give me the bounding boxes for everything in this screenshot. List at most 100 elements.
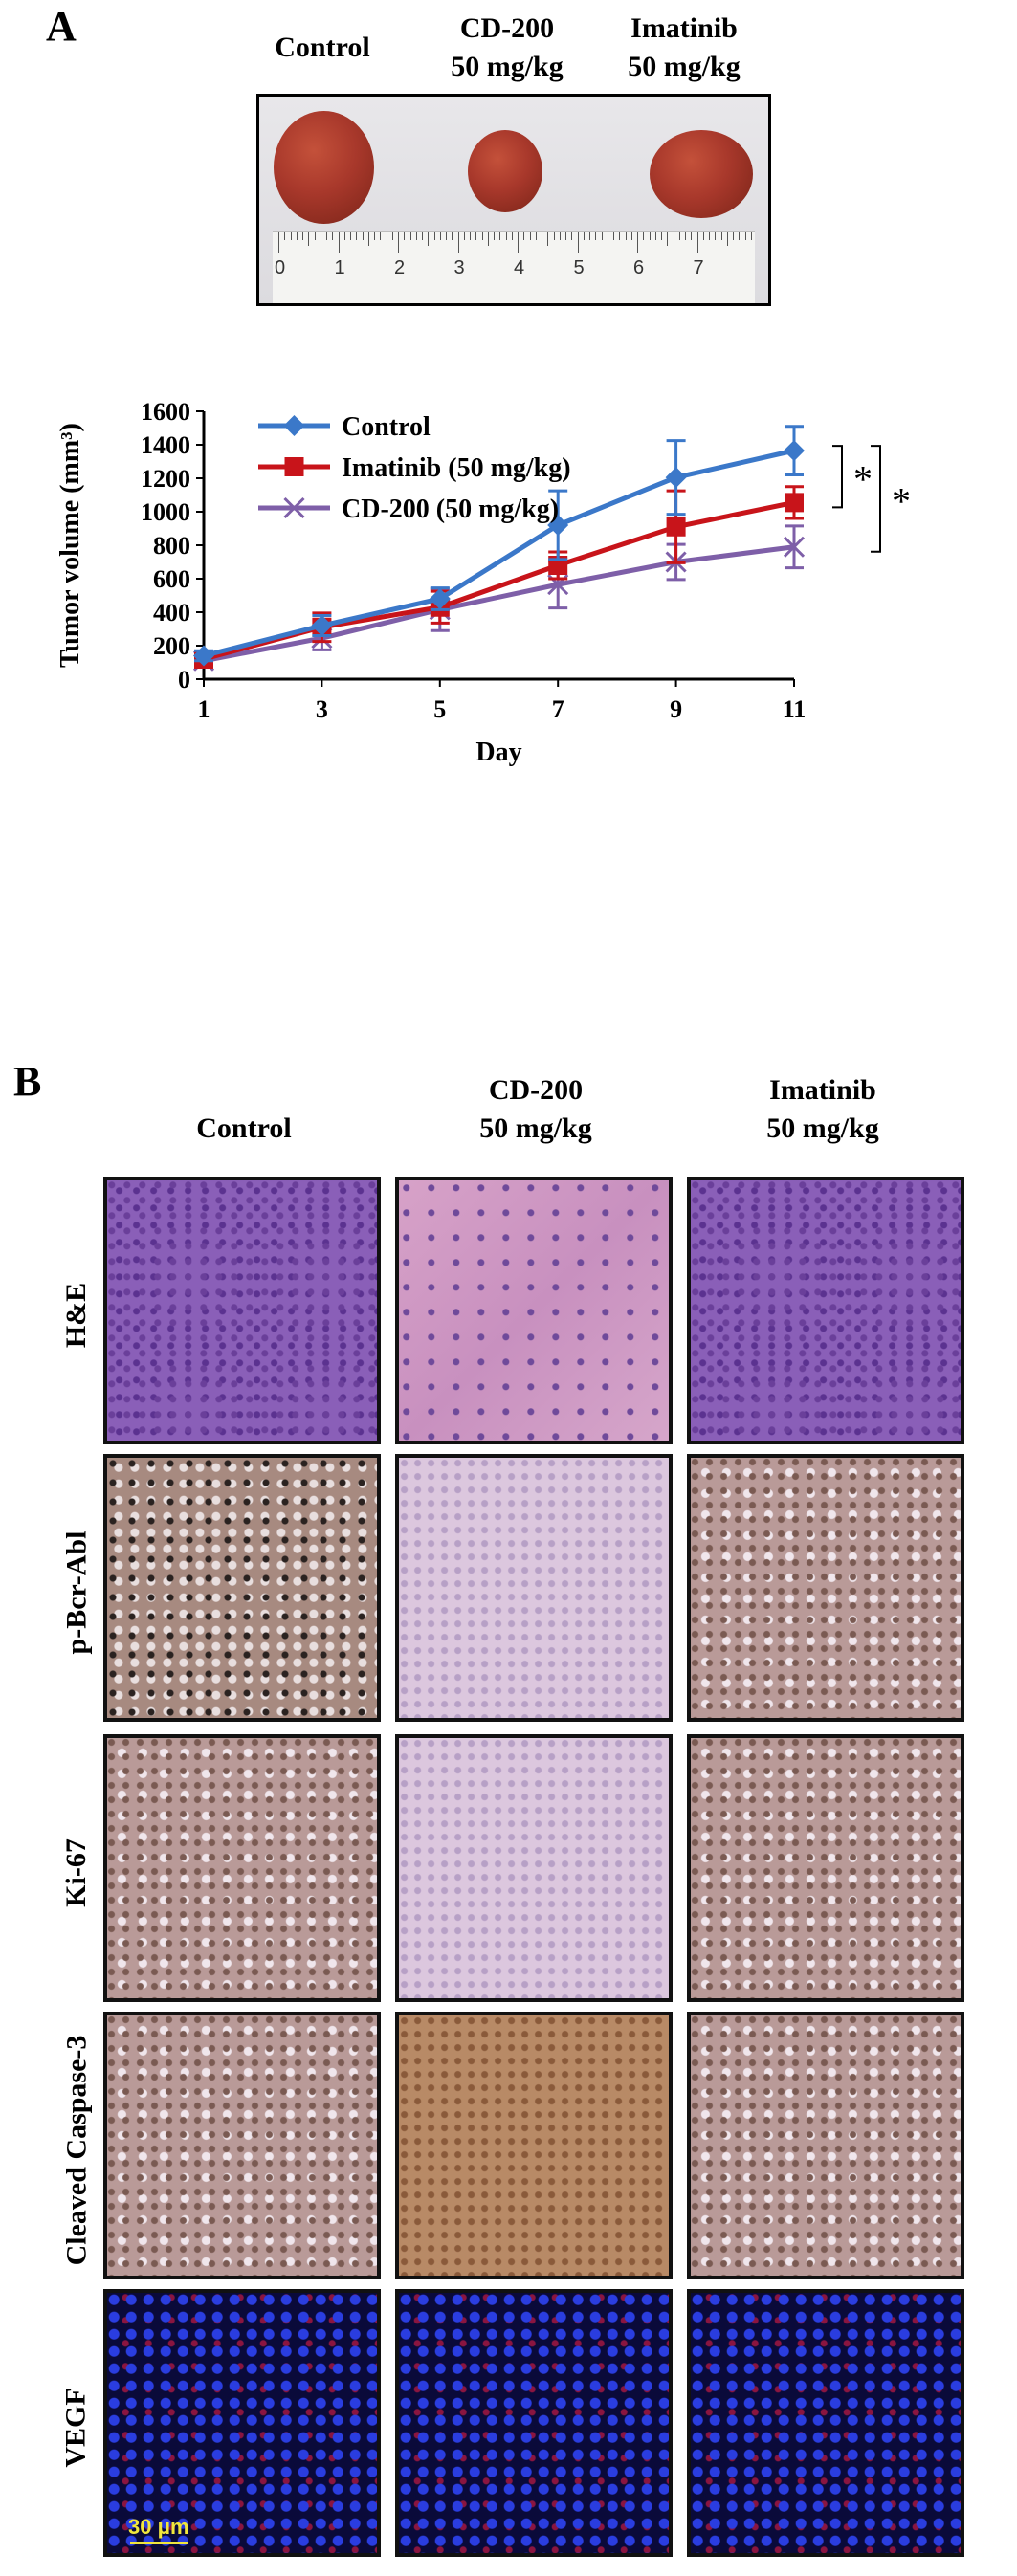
- ruler-tick: [422, 232, 423, 240]
- row-label-ki67-text: Ki-67: [60, 1838, 93, 1907]
- ruler-number: 7: [693, 257, 704, 278]
- significance-bracket: [871, 445, 881, 553]
- ruler-tick: [380, 232, 382, 240]
- ruler-tick: [654, 232, 656, 240]
- x-tick-label: 1: [198, 695, 210, 723]
- x-tick-label: 11: [783, 695, 807, 723]
- tumor-photograph: 0 1 2 3 4 5 6 7: [256, 94, 771, 306]
- ruler-tick: [715, 232, 717, 240]
- row-label-he-text: H&E: [60, 1282, 92, 1349]
- photo-label-cd200-line2: 50 mg/kg: [451, 51, 564, 82]
- ruler-tick: [637, 232, 638, 253]
- x-tick-label: 5: [433, 695, 446, 723]
- tile-he-control: [103, 1177, 381, 1444]
- ruler-tick: [481, 232, 483, 240]
- tile-vegf-control: 30 μm: [103, 2289, 381, 2557]
- ruler-tick: [505, 232, 507, 240]
- ruler-tick: [494, 232, 495, 240]
- tumor-cd200: [468, 130, 542, 212]
- ruler-tick: [750, 232, 752, 240]
- ruler-tick: [290, 232, 292, 240]
- y-tick-label: 400: [153, 599, 190, 627]
- ruler-tick: [529, 232, 531, 240]
- col-label-imatinib-line1: Imatinib: [769, 1074, 876, 1106]
- ruler-tick: [518, 232, 519, 253]
- x-tick-label: 3: [316, 695, 328, 723]
- tile-caspase3-control: [103, 2012, 381, 2279]
- col-label-cd200-line2: 50 mg/kg: [479, 1112, 592, 1144]
- ruler-tick: [565, 232, 566, 240]
- panel-b-letter: B: [13, 1058, 42, 1105]
- y-tick-label: 800: [153, 532, 190, 560]
- y-tick-label: 1000: [141, 498, 190, 526]
- ruler-number: 1: [334, 257, 345, 278]
- ruler-tick: [696, 232, 698, 253]
- tile-ki67-cd200: [395, 1734, 673, 2002]
- scale-bar: [130, 2542, 188, 2544]
- tile-vegf-cd200: [395, 2289, 673, 2557]
- ruler-tick: [535, 232, 537, 240]
- photo-label-cd200-line1: CD-200: [459, 12, 555, 44]
- ruler-tick: [733, 232, 734, 240]
- ruler-tick: [619, 232, 621, 240]
- ruler-tick: [667, 232, 669, 246]
- ruler-tick: [463, 232, 465, 240]
- ruler-tick: [630, 232, 632, 240]
- ruler-tick: [362, 232, 364, 240]
- ruler-tick: [278, 232, 279, 253]
- tile-ki67-imatinib: [687, 1734, 964, 2002]
- ruler-tick: [583, 232, 585, 240]
- ruler-tick: [398, 232, 399, 253]
- ruler-tick: [625, 232, 627, 240]
- ruler-tick: [374, 232, 375, 240]
- ruler-tick: [391, 232, 393, 240]
- photo-label-imatinib-line1: Imatinib: [630, 12, 738, 44]
- row-label-pbcrabl-text: p-Bcr-Abl: [60, 1530, 93, 1655]
- ruler-tick: [678, 232, 680, 240]
- row-label-pbcrabl: p-Bcr-Abl: [57, 1459, 96, 1727]
- data-point: [547, 515, 569, 536]
- ruler-tick: [415, 232, 417, 240]
- photo-label-control: Control: [275, 32, 370, 63]
- tile-ki67-control: [103, 1734, 381, 2002]
- col-label-imatinib-line2: 50 mg/kg: [766, 1112, 879, 1144]
- ruler-tick: [613, 232, 614, 240]
- ruler: 0 1 2 3 4 5 6 7: [273, 231, 755, 303]
- ruler-tick: [332, 232, 334, 240]
- significance-bracket: [832, 445, 843, 509]
- ruler-tick: [691, 232, 693, 240]
- data-point: [785, 493, 804, 513]
- ruler-tick: [475, 232, 477, 240]
- tile-pbcrabl-control: [103, 1454, 381, 1722]
- ruler-tick: [720, 232, 722, 240]
- ruler-tick: [452, 232, 453, 240]
- significance-star: *: [892, 479, 911, 522]
- ruler-tick: [511, 232, 513, 240]
- tumor-control: [274, 111, 374, 224]
- ruler-tick: [446, 232, 447, 240]
- tile-pbcrabl-cd200: [395, 1454, 673, 1722]
- ruler-tick: [595, 232, 597, 240]
- significance-star: *: [853, 457, 873, 500]
- legend-marker: [283, 415, 305, 436]
- ruler-tick: [356, 232, 358, 240]
- y-axis-label: Tumor volume (mm³): [55, 423, 85, 668]
- ruler-tick: [470, 232, 471, 240]
- ruler-tick: [367, 232, 369, 246]
- ruler-number: 6: [633, 257, 645, 278]
- series-line: [203, 544, 795, 664]
- scale-bar-label: 30 μm: [128, 2515, 189, 2539]
- tile-caspase3-cd200: [395, 2012, 673, 2279]
- x-tick-label: 7: [552, 695, 564, 723]
- photo-label-cd200: CD-200 50 mg/kg: [421, 10, 593, 86]
- tile-caspase3-imatinib: [687, 2012, 964, 2279]
- legend-marker: [284, 457, 304, 476]
- panel-a-letter: A: [46, 3, 77, 50]
- legend-label: Imatinib (50 mg/kg): [342, 453, 571, 483]
- y-tick-label: 1200: [141, 465, 190, 493]
- col-label-cd200: CD-200 50 mg/kg: [440, 1071, 631, 1148]
- photo-label-imatinib: Imatinib 50 mg/kg: [598, 10, 770, 86]
- ruler-tick: [404, 232, 406, 240]
- legend-marker: [283, 496, 305, 519]
- ruler-tick: [744, 232, 746, 240]
